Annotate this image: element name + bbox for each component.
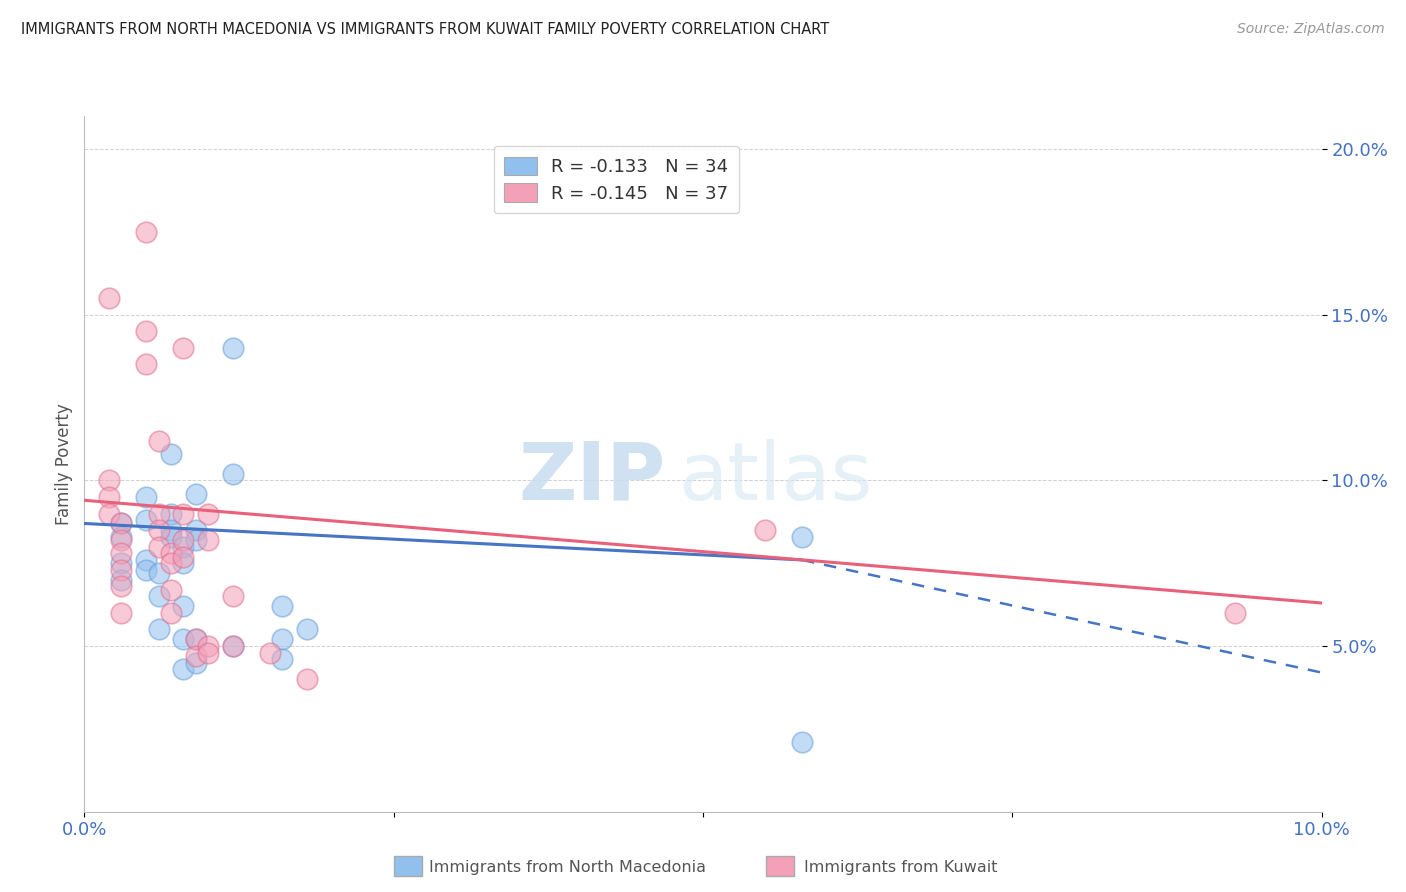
Point — [148, 523, 170, 537]
Point — [172, 662, 194, 676]
Point — [110, 606, 132, 620]
Point — [271, 599, 294, 614]
Point — [160, 606, 183, 620]
Point — [197, 507, 219, 521]
Point — [110, 533, 132, 547]
Point — [790, 530, 813, 544]
Point — [110, 563, 132, 577]
Point — [197, 533, 219, 547]
Point — [110, 579, 132, 593]
Point — [148, 590, 170, 604]
Point — [184, 486, 207, 500]
Point — [98, 490, 121, 504]
Point — [790, 735, 813, 749]
Point — [197, 639, 219, 653]
Point — [295, 672, 318, 686]
Point — [135, 225, 157, 239]
Point — [110, 546, 132, 560]
Point — [160, 546, 183, 560]
Point — [148, 434, 170, 448]
Point — [160, 523, 183, 537]
Point — [98, 507, 121, 521]
Point — [160, 556, 183, 570]
Point — [135, 358, 157, 372]
Point — [98, 474, 121, 488]
Point — [295, 623, 318, 637]
Point — [172, 341, 194, 355]
Text: Immigrants from Kuwait: Immigrants from Kuwait — [804, 860, 998, 874]
Point — [184, 523, 207, 537]
Point — [259, 646, 281, 660]
Point — [184, 533, 207, 547]
Point — [172, 533, 194, 547]
Point — [160, 507, 183, 521]
Point — [135, 490, 157, 504]
Point — [110, 573, 132, 587]
Point — [172, 556, 194, 570]
Text: IMMIGRANTS FROM NORTH MACEDONIA VS IMMIGRANTS FROM KUWAIT FAMILY POVERTY CORRELA: IMMIGRANTS FROM NORTH MACEDONIA VS IMMIG… — [21, 22, 830, 37]
Point — [160, 530, 183, 544]
Point — [160, 447, 183, 461]
Point — [271, 632, 294, 647]
Point — [135, 553, 157, 567]
Text: ZIP: ZIP — [519, 439, 666, 516]
Point — [184, 656, 207, 670]
Point — [172, 599, 194, 614]
Point — [148, 623, 170, 637]
Point — [184, 648, 207, 663]
Text: Source: ZipAtlas.com: Source: ZipAtlas.com — [1237, 22, 1385, 37]
Point — [222, 590, 245, 604]
Point — [148, 540, 170, 554]
Point — [172, 540, 194, 554]
Point — [172, 632, 194, 647]
Point — [754, 523, 776, 537]
Text: Immigrants from North Macedonia: Immigrants from North Macedonia — [429, 860, 706, 874]
Point — [110, 516, 132, 531]
Text: atlas: atlas — [678, 439, 873, 516]
Point — [1223, 606, 1246, 620]
Point — [197, 646, 219, 660]
Point — [135, 563, 157, 577]
Point — [135, 513, 157, 527]
Point — [98, 291, 121, 305]
Point — [148, 566, 170, 581]
Y-axis label: Family Poverty: Family Poverty — [55, 403, 73, 524]
Point — [222, 639, 245, 653]
Point — [110, 556, 132, 570]
Point — [222, 639, 245, 653]
Point — [222, 467, 245, 481]
Point — [184, 632, 207, 647]
Point — [271, 652, 294, 666]
Point — [110, 516, 132, 531]
Legend: R = -0.133   N = 34, R = -0.145   N = 37: R = -0.133 N = 34, R = -0.145 N = 37 — [494, 146, 740, 213]
Point — [222, 341, 245, 355]
Point — [172, 507, 194, 521]
Point — [110, 530, 132, 544]
Point — [148, 507, 170, 521]
Point — [135, 324, 157, 338]
Point — [172, 549, 194, 564]
Point — [160, 582, 183, 597]
Point — [184, 632, 207, 647]
